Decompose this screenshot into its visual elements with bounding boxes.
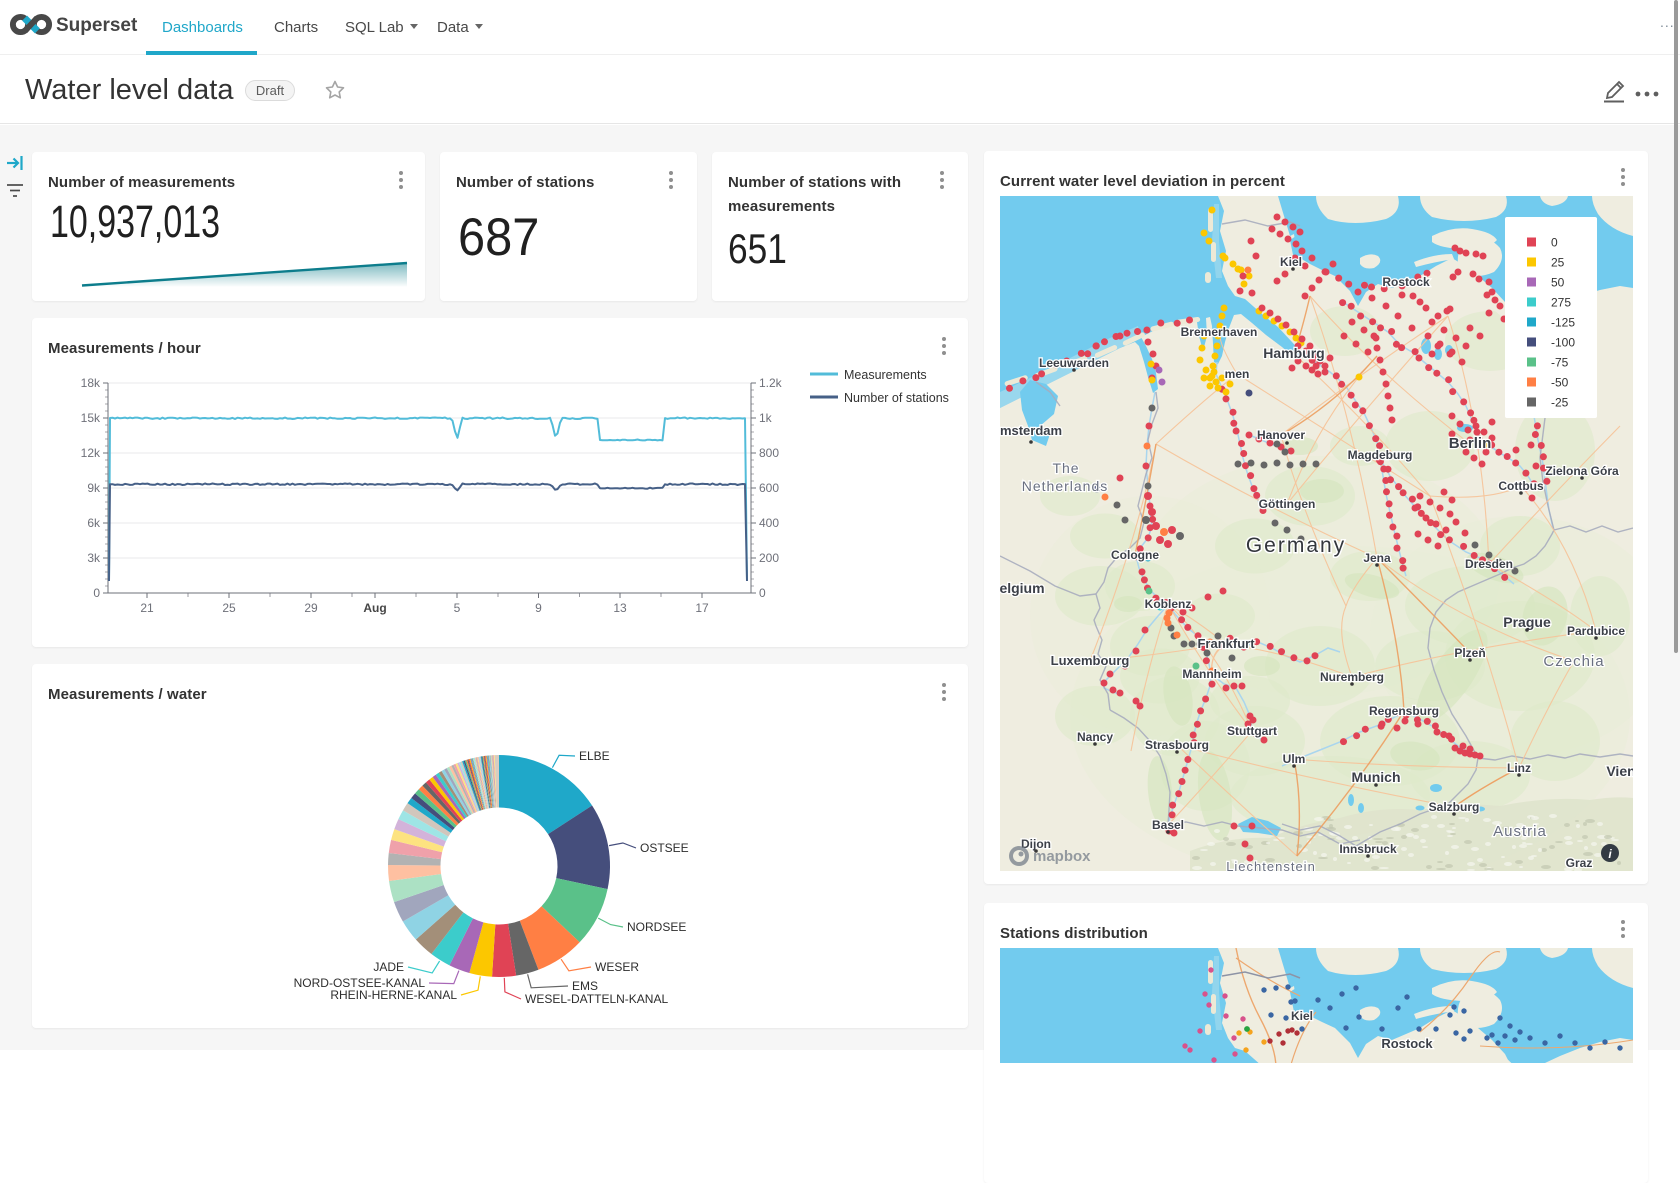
svg-text:3k: 3k xyxy=(87,551,101,565)
svg-text:i: i xyxy=(1608,847,1612,861)
svg-text:Aug: Aug xyxy=(363,601,386,615)
svg-text:13: 13 xyxy=(613,601,627,615)
svg-text:Linz: Linz xyxy=(1507,761,1531,775)
svg-text:-125: -125 xyxy=(1551,316,1575,330)
svg-text:Magdeburg: Magdeburg xyxy=(1348,448,1413,462)
svg-text:mapbox: mapbox xyxy=(1033,848,1091,865)
svg-text:Leeuwarden: Leeuwarden xyxy=(1039,356,1109,370)
svg-text:RHEIN-HERNE-KANAL: RHEIN-HERNE-KANAL xyxy=(330,988,457,1002)
svg-text:25: 25 xyxy=(1551,256,1565,270)
svg-text:Graz: Graz xyxy=(1566,856,1593,870)
svg-text:Plzeň: Plzeň xyxy=(1454,646,1485,660)
svg-text:Frankfurt: Frankfurt xyxy=(1197,636,1255,651)
svg-text:Kiel: Kiel xyxy=(1291,1009,1313,1023)
svg-text:Measurements: Measurements xyxy=(844,368,927,382)
svg-text:-25: -25 xyxy=(1551,396,1569,410)
svg-text:Pardubice: Pardubice xyxy=(1567,624,1625,638)
svg-text:Dresden: Dresden xyxy=(1465,557,1513,571)
svg-text:WESEL-DATTELN-KANAL: WESEL-DATTELN-KANAL xyxy=(525,992,668,1006)
svg-text:-75: -75 xyxy=(1551,356,1569,370)
svg-text:Stuttgart: Stuttgart xyxy=(1227,724,1277,738)
svg-text:NORDSEE: NORDSEE xyxy=(627,920,686,934)
svg-text:9k: 9k xyxy=(87,481,101,495)
svg-text:Strasbourg: Strasbourg xyxy=(1145,738,1209,752)
svg-text:Mannheim: Mannheim xyxy=(1182,667,1241,681)
svg-text:1.2k: 1.2k xyxy=(759,376,783,390)
svg-text:12k: 12k xyxy=(81,446,101,460)
svg-text:Basel: Basel xyxy=(1152,818,1184,832)
svg-text:NORD-OSTSEE-KANAL: NORD-OSTSEE-KANAL xyxy=(294,976,426,990)
svg-text:EMS: EMS xyxy=(572,979,598,993)
svg-text:men: men xyxy=(1225,367,1250,381)
svg-text:Rostock: Rostock xyxy=(1381,1036,1433,1051)
svg-text:400: 400 xyxy=(759,516,779,530)
svg-text:Number of stations: Number of stations xyxy=(844,391,949,405)
svg-text:25: 25 xyxy=(222,601,236,615)
svg-text:0: 0 xyxy=(759,586,766,600)
svg-text:29: 29 xyxy=(304,601,318,615)
svg-text:The: The xyxy=(1052,460,1079,476)
svg-text:18k: 18k xyxy=(81,376,101,390)
svg-text:ELBE: ELBE xyxy=(579,749,610,763)
svg-text:Innsbruck: Innsbruck xyxy=(1339,842,1397,856)
svg-text:Luxembourg: Luxembourg xyxy=(1051,653,1130,668)
svg-text:Nancy: Nancy xyxy=(1077,730,1113,744)
svg-text:Hamburg: Hamburg xyxy=(1263,345,1324,361)
svg-text:Hanover: Hanover xyxy=(1257,428,1305,442)
svg-text:15k: 15k xyxy=(81,411,101,425)
svg-text:Zielona Góra: Zielona Góra xyxy=(1545,464,1619,478)
svg-text:Czechia: Czechia xyxy=(1543,653,1604,670)
svg-text:JADE: JADE xyxy=(373,960,404,974)
svg-text:Ulm: Ulm xyxy=(1283,752,1306,766)
svg-text:Regensburg: Regensburg xyxy=(1369,704,1439,718)
svg-text:5: 5 xyxy=(454,601,461,615)
svg-text:Salzburg: Salzburg xyxy=(1429,800,1480,814)
svg-text:-100: -100 xyxy=(1551,336,1575,350)
svg-text:Prague: Prague xyxy=(1503,614,1551,630)
svg-text:275: 275 xyxy=(1551,296,1571,310)
svg-text:0: 0 xyxy=(1551,236,1558,250)
svg-text:Germany: Germany xyxy=(1246,534,1346,557)
svg-text:Koblenz: Koblenz xyxy=(1145,597,1192,611)
svg-text:Göttingen: Göttingen xyxy=(1259,497,1316,511)
svg-text:1k: 1k xyxy=(759,411,773,425)
svg-text:elgium: elgium xyxy=(1000,580,1045,596)
svg-text:OSTSEE: OSTSEE xyxy=(640,841,689,855)
svg-text:Berlin: Berlin xyxy=(1449,435,1492,452)
svg-text:-50: -50 xyxy=(1551,376,1569,390)
svg-text:Jena: Jena xyxy=(1363,551,1391,565)
svg-text:6k: 6k xyxy=(87,516,101,530)
svg-text:Dijon: Dijon xyxy=(1021,837,1051,851)
svg-text:17: 17 xyxy=(695,601,709,615)
svg-text:600: 600 xyxy=(759,481,779,495)
svg-text:Munich: Munich xyxy=(1352,769,1401,785)
svg-text:Kiel: Kiel xyxy=(1280,255,1302,269)
svg-text:50: 50 xyxy=(1551,276,1565,290)
svg-text:Bremerhaven: Bremerhaven xyxy=(1181,325,1258,339)
svg-text:Liechtenstein: Liechtenstein xyxy=(1226,859,1316,871)
svg-text:Cologne: Cologne xyxy=(1111,548,1159,562)
svg-text:Nuremberg: Nuremberg xyxy=(1320,670,1384,684)
svg-text:800: 800 xyxy=(759,446,779,460)
svg-text:Netherlands: Netherlands xyxy=(1022,478,1109,494)
svg-text:WESER: WESER xyxy=(595,960,639,974)
svg-text:21: 21 xyxy=(140,601,154,615)
svg-text:200: 200 xyxy=(759,551,779,565)
svg-text:msterdam: msterdam xyxy=(1000,423,1062,438)
svg-text:Cottbus: Cottbus xyxy=(1498,479,1544,493)
svg-text:0: 0 xyxy=(93,586,100,600)
svg-text:Rostock: Rostock xyxy=(1382,275,1430,289)
svg-text:9: 9 xyxy=(535,601,542,615)
svg-text:Vien: Vien xyxy=(1606,763,1633,779)
svg-text:Austria: Austria xyxy=(1493,823,1547,840)
